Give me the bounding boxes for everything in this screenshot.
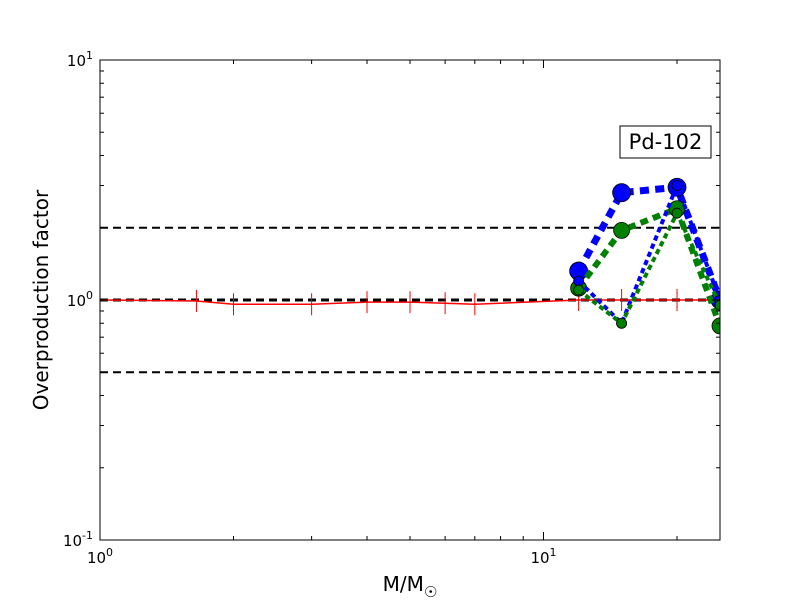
series-line bbox=[577, 211, 720, 326]
series-marker bbox=[671, 180, 683, 191]
series-line bbox=[575, 183, 720, 302]
y-tick-exponent: 0 bbox=[86, 289, 93, 302]
y-axis-title: Overproduction factor bbox=[29, 189, 53, 410]
y-tick-base: 10 bbox=[67, 52, 86, 70]
annotation-label: Pd-102 bbox=[629, 130, 703, 154]
x-axis-title: M/M☉ bbox=[383, 572, 438, 600]
y-tick-exponent: 1 bbox=[86, 49, 93, 62]
y-tick-label: 101 bbox=[67, 49, 93, 70]
series-marker bbox=[714, 299, 720, 311]
series-layer bbox=[100, 177, 720, 335]
annotation-box: Pd-102 bbox=[619, 125, 712, 159]
series-marker bbox=[613, 221, 631, 239]
series-marker bbox=[573, 275, 585, 287]
series-marker bbox=[612, 183, 632, 203]
x-tick-exponent: 1 bbox=[550, 546, 557, 559]
x-tick-base: 10 bbox=[87, 549, 106, 567]
y-tick-label: 10-1 bbox=[63, 529, 93, 550]
x-tick-label: 100 bbox=[87, 546, 113, 567]
x-tick-base: 10 bbox=[530, 549, 549, 567]
x-tick-exponent: 0 bbox=[106, 546, 113, 559]
y-tick-base: 10 bbox=[67, 292, 86, 310]
series-line bbox=[100, 299, 720, 306]
series-line bbox=[577, 183, 720, 326]
series-marker bbox=[671, 207, 683, 219]
annotation-frame bbox=[619, 125, 712, 159]
axis-ticks bbox=[99, 59, 720, 541]
y-tick-exponent: -1 bbox=[82, 529, 93, 542]
y-tick-label: 100 bbox=[67, 289, 93, 310]
x-tick-label: 101 bbox=[530, 546, 556, 567]
series-marker bbox=[573, 284, 585, 296]
series-marker bbox=[711, 317, 720, 335]
y-tick-base: 10 bbox=[63, 532, 82, 550]
plot-frame bbox=[99, 59, 721, 541]
series-marker bbox=[616, 317, 628, 329]
